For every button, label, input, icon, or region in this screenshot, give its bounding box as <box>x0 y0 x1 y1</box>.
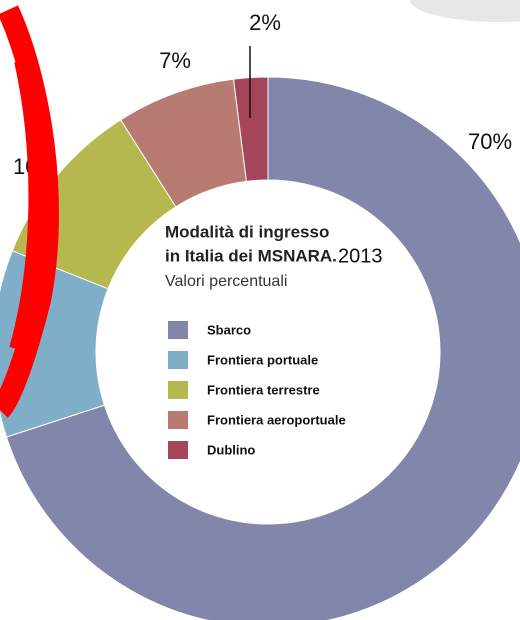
legend-label: Frontiera terrestre <box>207 382 320 397</box>
legend-swatch <box>168 411 188 429</box>
legend-swatch <box>168 441 188 459</box>
legend-swatch <box>168 321 188 339</box>
shadow <box>410 0 520 22</box>
chart-title-line1: Modalità di ingresso <box>165 222 329 241</box>
donut-slice <box>232 76 269 182</box>
value-label: 2% <box>249 10 281 35</box>
chart-subtitle: Valori percentuali <box>165 273 287 290</box>
legend-label: Dublino <box>207 442 255 457</box>
value-label: 70% <box>468 129 512 154</box>
chart-title-line2: in Italia dei MSNARA. <box>165 246 337 265</box>
value-label: 7% <box>159 48 191 73</box>
donut <box>0 76 520 620</box>
year: 2013 <box>338 245 383 267</box>
legend-label: Frontiera aeroportuale <box>207 412 346 427</box>
scribble <box>0 5 60 418</box>
legend-swatch <box>168 351 188 369</box>
legend-label: Sbarco <box>207 322 251 337</box>
donut-slice <box>5 76 520 620</box>
legend-swatch <box>168 381 188 399</box>
legend-label: Frontiera portuale <box>207 352 318 367</box>
